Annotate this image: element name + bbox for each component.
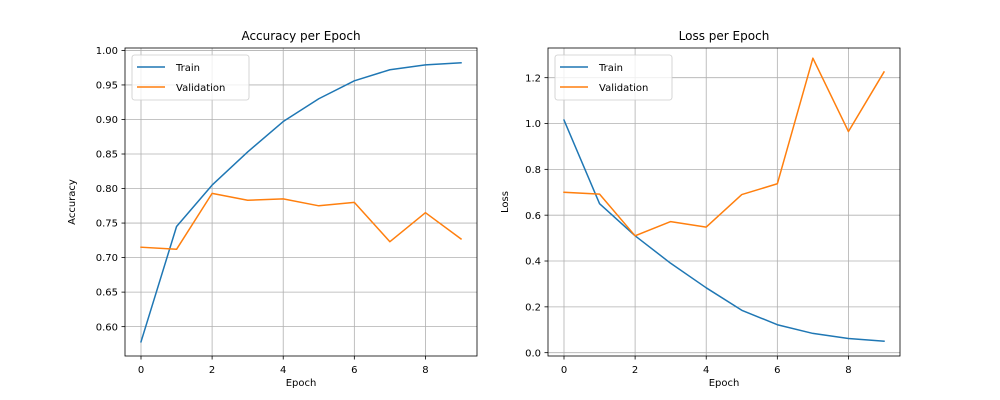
loss-y-tick-label: 0.0 [525,348,541,359]
loss-y-tick-label: 0.2 [525,302,541,313]
loss-y-tick-label: 0.4 [525,257,541,268]
loss-y-tick-label: 1.0 [525,119,541,130]
loss-x-axis-label: Epoch [709,378,740,389]
accuracy-y-tick-label: 0.60 [96,322,118,333]
accuracy-x-tick-label: 4 [280,365,286,376]
loss-y-tick-label: 0.8 [525,165,541,176]
accuracy-y-axis-label: Accuracy [67,179,78,225]
loss-x-tick-label: 6 [774,365,780,376]
accuracy-chart-title: Accuracy per Epoch [241,29,360,43]
accuracy-x-tick-label: 8 [422,365,428,376]
accuracy-legend-train-label: Train [175,63,200,74]
loss-chart: 0 2 4 6 8 0.0 0.2 0.4 0.6 0.8 1.0 1.2 Loss per Epoch… [500,29,901,389]
accuracy-x-tick-label: 2 [209,365,215,376]
loss-y-tick-label: 0.6 [525,211,541,222]
accuracy-y-tick-label: 0.85 [96,150,118,161]
loss-y-axis-label: Loss [500,191,511,213]
loss-x-tick-label: 2 [632,365,638,376]
accuracy-x-axis-label: Epoch [286,378,317,389]
accuracy-plot-frame [124,47,478,357]
loss-x-tick-label: 0 [561,365,567,376]
accuracy-y-tick-label: 0.75 [96,219,118,230]
loss-series-train-line [563,119,885,343]
accuracy-y-tick-label: 0.90 [96,115,118,126]
loss-legend-train-label: Train [598,63,623,74]
accuracy-series-validation-line [140,192,463,251]
loss-series-validation-line [563,57,886,237]
loss-x-tick-label: 4 [703,365,709,376]
accuracy-y-tick-label: 1.00 [96,46,118,57]
loss-chart-title: Loss per Epoch [679,29,770,43]
accuracy-y-tick-label: 0.80 [96,184,118,195]
loss-x-tick-label: 8 [845,365,851,376]
accuracy-x-tick-label: 6 [351,365,357,376]
accuracy-y-tick-label: 0.95 [96,81,118,92]
accuracy-y-tick-label: 0.70 [96,253,118,264]
accuracy-x-tick-label: 0 [138,365,144,376]
loss-y-tick-label: 1.2 [525,73,541,84]
loss-plot-frame [547,47,901,357]
loss-legend-validation-label: Validation [599,83,648,94]
accuracy-y-tick-label: 0.65 [96,288,118,299]
accuracy-chart: 0 2 4 6 8 0.60 0.65 0.70 0.75 0.80 0.85 0.90 0.95 1.0… [67,29,478,389]
accuracy-legend-validation-label: Validation [176,83,225,94]
accuracy-series-train-line [140,62,462,343]
